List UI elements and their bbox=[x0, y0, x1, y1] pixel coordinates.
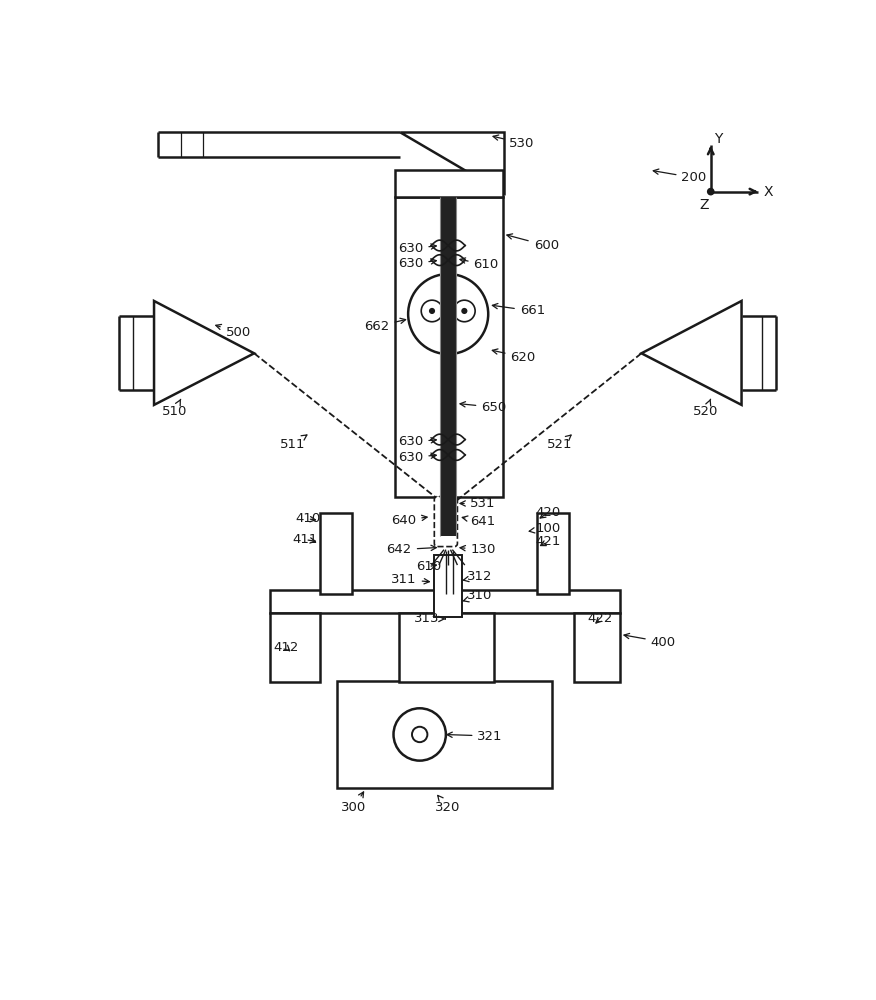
Text: 630: 630 bbox=[398, 435, 436, 448]
Text: 100: 100 bbox=[529, 522, 561, 535]
Text: 650: 650 bbox=[460, 401, 506, 414]
Text: 510: 510 bbox=[162, 399, 187, 418]
Text: 521: 521 bbox=[547, 435, 572, 451]
Text: 310: 310 bbox=[463, 589, 493, 602]
Text: 630: 630 bbox=[398, 451, 436, 464]
FancyBboxPatch shape bbox=[434, 497, 457, 547]
Text: 630: 630 bbox=[398, 242, 436, 255]
Text: 312: 312 bbox=[463, 570, 493, 583]
Text: 412: 412 bbox=[273, 641, 299, 654]
Text: 662: 662 bbox=[364, 318, 406, 333]
Circle shape bbox=[462, 308, 468, 314]
Text: 610: 610 bbox=[460, 258, 498, 271]
Text: 511: 511 bbox=[279, 435, 307, 451]
Text: 610: 610 bbox=[416, 560, 442, 573]
Text: 641: 641 bbox=[463, 515, 496, 528]
Text: 640: 640 bbox=[392, 514, 427, 527]
Text: 620: 620 bbox=[492, 349, 536, 364]
Bar bbox=[395, 170, 503, 197]
Text: 500: 500 bbox=[215, 324, 251, 339]
Text: Y: Y bbox=[714, 132, 722, 146]
Circle shape bbox=[707, 188, 715, 195]
Text: 422: 422 bbox=[588, 612, 613, 625]
Text: 411: 411 bbox=[293, 533, 318, 546]
Bar bbox=[537, 513, 569, 594]
Text: 320: 320 bbox=[435, 795, 461, 814]
Polygon shape bbox=[641, 301, 742, 405]
Text: 630: 630 bbox=[398, 257, 436, 270]
Text: 531: 531 bbox=[460, 497, 495, 510]
Bar bbox=[270, 590, 620, 613]
Text: 130: 130 bbox=[460, 543, 496, 556]
Text: 600: 600 bbox=[507, 234, 559, 252]
Bar bbox=[336, 681, 552, 788]
Text: 420: 420 bbox=[535, 506, 561, 519]
Bar bbox=[399, 613, 493, 682]
Circle shape bbox=[454, 300, 475, 322]
Bar bbox=[574, 613, 620, 682]
Circle shape bbox=[429, 308, 435, 314]
Text: 661: 661 bbox=[492, 303, 545, 317]
Text: Z: Z bbox=[700, 198, 710, 212]
Text: X: X bbox=[763, 185, 773, 199]
Bar bbox=[320, 513, 352, 594]
Circle shape bbox=[412, 727, 427, 742]
Text: 421: 421 bbox=[535, 535, 561, 548]
Text: 520: 520 bbox=[693, 399, 718, 418]
Text: 313: 313 bbox=[414, 612, 445, 625]
Circle shape bbox=[408, 274, 488, 354]
Text: 321: 321 bbox=[447, 730, 503, 742]
Polygon shape bbox=[154, 301, 254, 405]
Circle shape bbox=[393, 708, 446, 761]
Bar bbox=[441, 197, 456, 536]
Text: 642: 642 bbox=[386, 543, 436, 556]
Text: 300: 300 bbox=[341, 792, 366, 814]
Text: 311: 311 bbox=[392, 573, 429, 586]
Text: 200: 200 bbox=[653, 169, 707, 184]
Text: 410: 410 bbox=[295, 512, 321, 525]
Bar bbox=[395, 197, 503, 497]
Bar bbox=[434, 555, 462, 617]
Text: 530: 530 bbox=[493, 135, 534, 150]
Polygon shape bbox=[400, 132, 505, 193]
Bar bbox=[270, 613, 320, 682]
Circle shape bbox=[421, 300, 442, 322]
Text: 400: 400 bbox=[624, 633, 675, 649]
